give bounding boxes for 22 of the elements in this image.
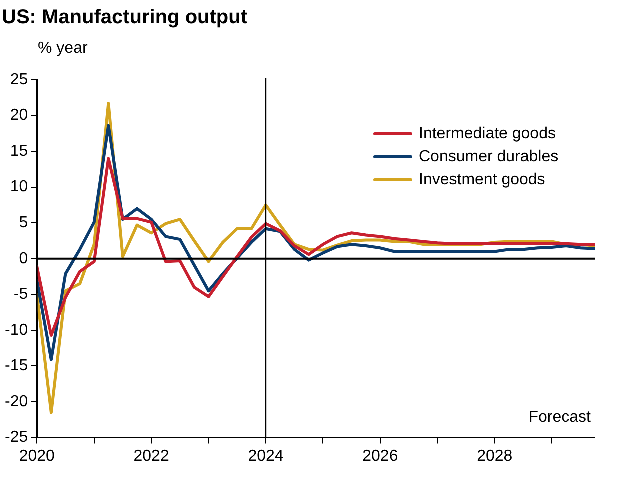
- x-tick-label: 2028: [477, 448, 513, 465]
- annotation: Forecast: [528, 408, 592, 426]
- x-tick-label: 2022: [134, 448, 170, 465]
- y-tick-label: -20: [5, 393, 28, 410]
- y-tick-label: 5: [19, 214, 28, 232]
- chart-title: US: Manufacturing output: [2, 6, 248, 29]
- y-tick-label: -15: [5, 358, 28, 375]
- y-tick-label: -10: [5, 322, 28, 339]
- y-tick-label: 25: [10, 71, 28, 88]
- legend-label: Intermediate goods: [419, 125, 556, 142]
- y-tick-label: 20: [10, 107, 28, 124]
- y-axis-title: % year: [38, 40, 88, 57]
- y-tick-label: 0: [19, 250, 28, 268]
- y-tick-label: -5: [14, 286, 28, 304]
- x-tick-label: 2020: [19, 448, 56, 465]
- y-tick-label: 10: [10, 178, 28, 196]
- y-tick-label: 15: [10, 142, 28, 160]
- y-tick-label: -25: [5, 429, 28, 446]
- x-tick-label: 2024: [248, 448, 284, 465]
- legend-label: Investment goods: [419, 171, 546, 188]
- x-tick-label: 2026: [362, 448, 398, 465]
- legend-label: Consumer durables: [419, 148, 559, 166]
